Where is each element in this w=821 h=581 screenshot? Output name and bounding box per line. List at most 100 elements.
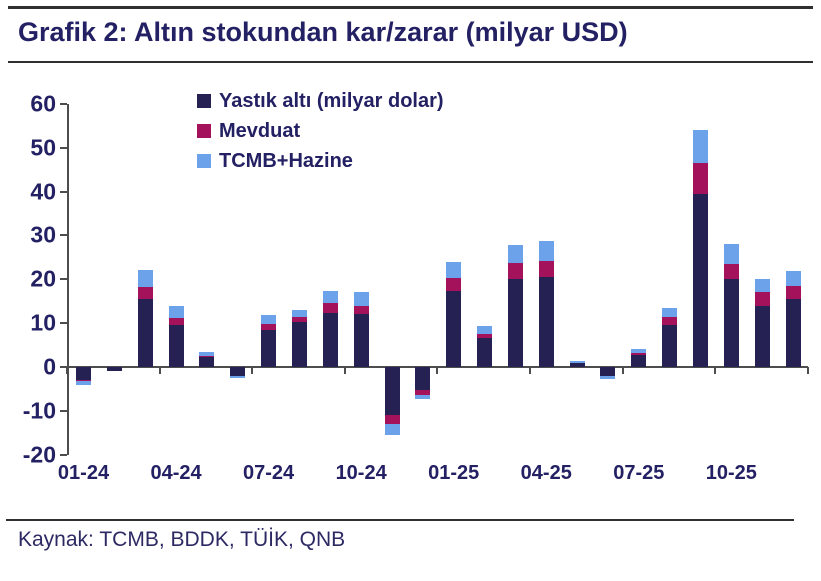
bar-segment-09-24-series1 [322, 302, 338, 314]
y-axis-tick-label: -20 [22, 441, 56, 468]
bar-segment-02-25-series2 [477, 326, 493, 334]
bar-segment-07-24-series0 [261, 329, 277, 367]
y-axis-tick-label: 10 [30, 309, 56, 336]
source-attribution: Kaynak: TCMB, BDDK, TÜİK, QNB [18, 528, 346, 551]
legend-swatch-lightblue-icon [197, 154, 211, 168]
x-axis-tick-label: 07-24 [243, 462, 295, 484]
chart-area: Yastık altı (milyar dolar) Mevduat TCMB+… [0, 70, 821, 510]
y-axis-tick-label: 60 [30, 90, 56, 117]
bar-segment-03-24-series1 [137, 287, 153, 300]
y-axis-tick [60, 366, 67, 368]
source-rule [6, 519, 794, 521]
legend-item-mevduat: Mevduat [197, 120, 444, 142]
bar-segment-08-24-series2 [291, 309, 307, 317]
bar-segment-08-25-series0 [662, 325, 678, 367]
bar-segment-09-25-series2 [693, 130, 708, 164]
y-axis-tick-label: -10 [22, 397, 56, 424]
bar-segment-06-25-series2 [600, 375, 616, 379]
x-axis-tick-label: 01-25 [428, 462, 480, 484]
bar-segment-04-24-series2 [168, 306, 184, 318]
x-axis-tick [714, 367, 717, 374]
y-axis-tick-label: 20 [30, 265, 56, 292]
bar-segment-05-24-series1 [199, 356, 215, 357]
bar-segment-10-24-series1 [353, 305, 369, 315]
bar-segment-07-25-series0 [631, 354, 647, 367]
x-axis-tick-label: 04-24 [150, 462, 202, 484]
bar-segment-03-25-series0 [507, 278, 523, 367]
bar-segment-11-24-series1 [384, 415, 400, 424]
bar-segment-06-24-series0 [230, 367, 246, 376]
bar-segment-11-24-series0 [384, 367, 400, 416]
bar-segment-07-25-series1 [631, 352, 647, 355]
x-axis-tick [66, 367, 68, 374]
bar-segment-09-25-series1 [693, 163, 708, 194]
bar-segment-05-24-series2 [199, 351, 215, 357]
legend-item-tcmb-hazine: TCMB+Hazine [197, 150, 444, 172]
top-rule [8, 6, 813, 9]
bar-segment-07-25-series2 [631, 349, 647, 353]
y-axis-tick-label: 50 [30, 134, 56, 161]
bar-segment-10-25-series2 [723, 244, 739, 264]
bar-segment-03-24-series0 [137, 299, 153, 367]
title-underline-rule [8, 61, 813, 63]
bar-segment-09-25-series0 [693, 193, 708, 367]
y-axis-tick [60, 278, 67, 281]
bar-segment-10-25-series1 [723, 263, 739, 280]
bar-segment-01-24-series0 [76, 367, 91, 381]
x-axis-tick [436, 367, 439, 374]
bar-segment-01-24-series2 [76, 381, 91, 385]
y-axis-tick-label: 30 [30, 221, 56, 248]
bar-segment-05-25-series0 [569, 362, 585, 367]
legend-swatch-navy-icon [197, 94, 211, 108]
bar-segment-11-25-series2 [754, 279, 770, 293]
y-axis-tick-label: 0 [43, 353, 56, 380]
legend-label: Yastık altı (milyar dolar) [219, 90, 444, 112]
bar-segment-12-25-series2 [785, 270, 801, 286]
bar-segment-10-25-series0 [723, 279, 739, 367]
x-axis-tick-label: 01-24 [57, 462, 110, 484]
bar-segment-05-25-series2 [569, 360, 585, 363]
bar-segment-05-24-series0 [199, 356, 215, 367]
bar-segment-08-25-series1 [662, 317, 678, 326]
x-axis-tick [343, 367, 346, 374]
bar-segment-11-24-series2 [384, 424, 400, 435]
y-axis-tick [60, 409, 67, 412]
bar-segment-02-25-series0 [477, 338, 493, 367]
bar-segment-11-25-series0 [754, 305, 770, 367]
x-axis-tick [158, 367, 161, 374]
x-axis-tick-label: 07-25 [613, 462, 665, 484]
x-axis-tick [621, 367, 624, 374]
bar-segment-08-24-series1 [291, 316, 307, 323]
x-axis-tick-label: 10-24 [335, 462, 387, 484]
bar-segment-01-25-series1 [446, 278, 462, 292]
bar-segment-04-24-series1 [168, 317, 184, 326]
x-axis-tick-label: 10-25 [705, 462, 757, 484]
bar-segment-12-24-series2 [415, 395, 431, 400]
bar-segment-01-25-series2 [446, 262, 462, 279]
bar-segment-10-24-series2 [353, 292, 369, 306]
bar-segment-09-24-series2 [322, 290, 338, 303]
y-axis-tick [60, 234, 67, 237]
legend-item-yastik-alti: Yastık altı (milyar dolar) [197, 90, 444, 112]
bar-segment-10-24-series0 [353, 314, 369, 367]
bar-segment-03-25-series1 [507, 263, 523, 279]
bar-segment-11-25-series1 [754, 292, 770, 306]
y-axis-tick [60, 453, 67, 456]
bar-segment-09-24-series0 [322, 313, 338, 367]
bar-segment-12-25-series0 [785, 299, 801, 367]
y-axis-tick-label: 40 [30, 178, 56, 205]
bar-segment-04-25-series2 [538, 241, 554, 262]
bar-segment-04-25-series0 [538, 276, 554, 367]
legend-label: Mevduat [219, 120, 301, 142]
x-axis-tick [251, 367, 254, 374]
bar-segment-03-24-series2 [137, 269, 153, 288]
x-axis-tick-label: 04-25 [520, 462, 572, 484]
legend-label: TCMB+Hazine [219, 150, 353, 172]
bar-segment-12-24-series1 [415, 389, 431, 396]
y-axis-tick [60, 190, 67, 193]
x-axis-tick [806, 367, 809, 374]
bar-segment-04-25-series1 [538, 261, 554, 277]
x-axis-tick [529, 367, 531, 374]
bar-segment-06-24-series2 [230, 375, 246, 378]
